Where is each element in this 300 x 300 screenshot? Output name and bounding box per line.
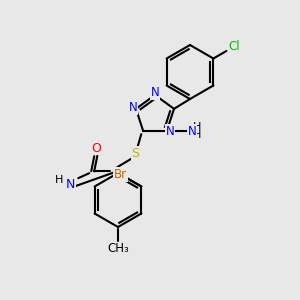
Text: N: N [66, 178, 75, 191]
Text: N: N [188, 125, 196, 138]
Text: H: H [55, 175, 63, 185]
Text: N: N [165, 125, 174, 138]
Text: N: N [129, 101, 137, 114]
Text: Br: Br [114, 168, 127, 181]
Text: H: H [193, 130, 201, 140]
Text: O: O [91, 142, 101, 155]
Text: H: H [193, 122, 201, 132]
Text: N: N [151, 86, 159, 100]
Text: CH₃: CH₃ [107, 242, 129, 256]
Text: Cl: Cl [228, 40, 240, 53]
Text: S: S [131, 147, 139, 160]
